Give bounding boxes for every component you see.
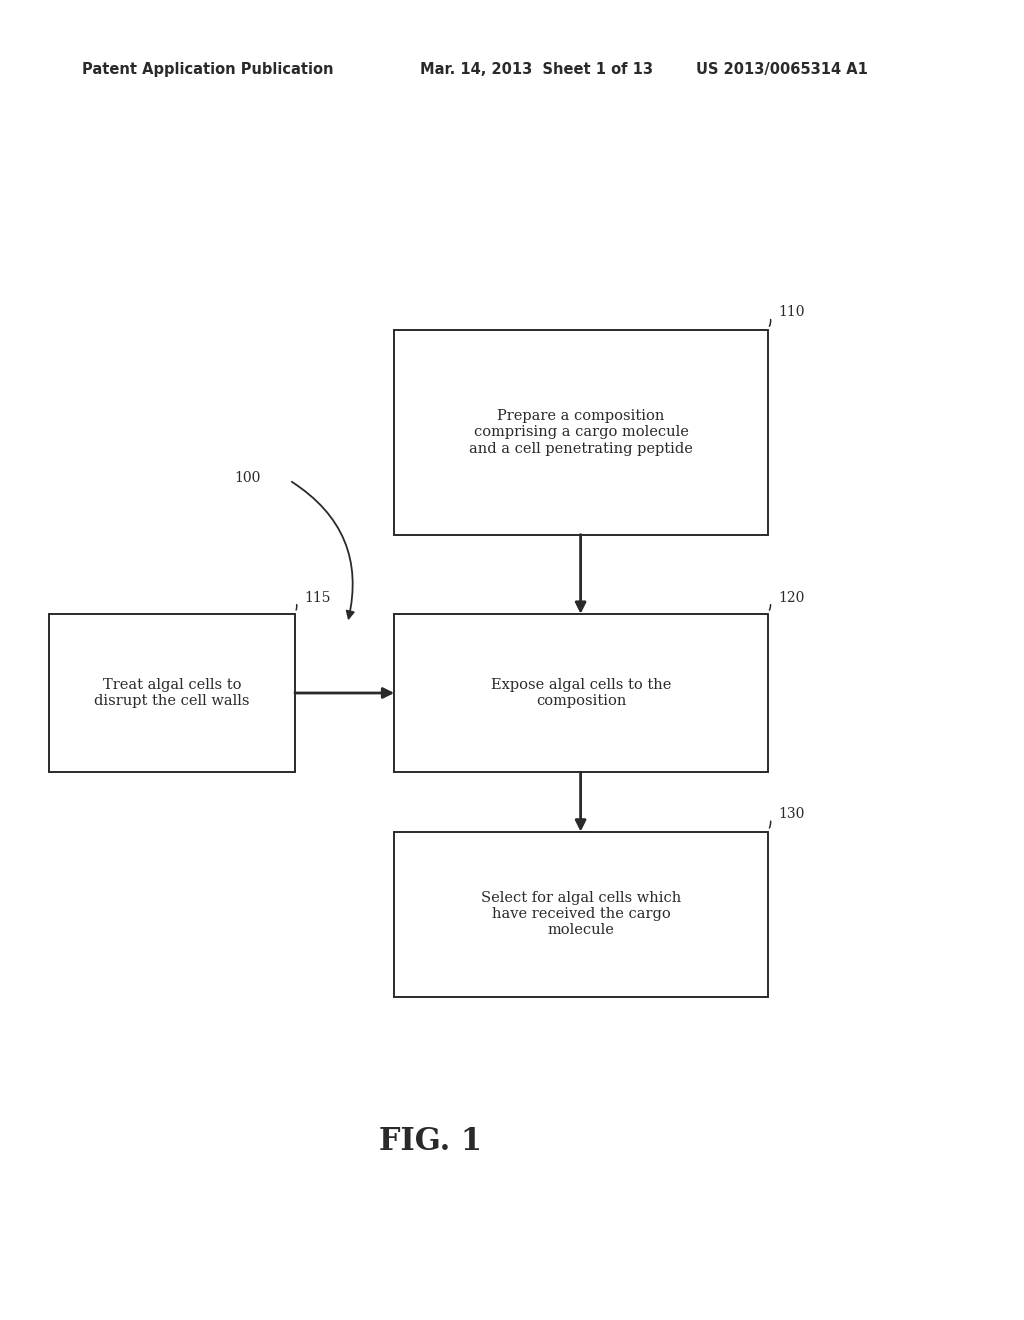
Bar xyxy=(394,614,768,772)
Bar xyxy=(49,614,295,772)
Text: 120: 120 xyxy=(778,590,805,605)
Bar xyxy=(394,330,768,535)
Text: US 2013/0065314 A1: US 2013/0065314 A1 xyxy=(696,62,868,77)
Text: Patent Application Publication: Patent Application Publication xyxy=(82,62,334,77)
Text: 115: 115 xyxy=(304,590,331,605)
Text: FIG. 1: FIG. 1 xyxy=(379,1126,481,1158)
Bar xyxy=(394,832,768,997)
Text: Prepare a composition
comprising a cargo molecule
and a cell penetrating peptide: Prepare a composition comprising a cargo… xyxy=(469,409,693,455)
Text: Treat algal cells to
disrupt the cell walls: Treat algal cells to disrupt the cell wa… xyxy=(94,678,250,708)
Text: Mar. 14, 2013  Sheet 1 of 13: Mar. 14, 2013 Sheet 1 of 13 xyxy=(420,62,653,77)
Text: Select for algal cells which
have received the cargo
molecule: Select for algal cells which have receiv… xyxy=(481,891,681,937)
Text: Expose algal cells to the
composition: Expose algal cells to the composition xyxy=(490,678,672,708)
Text: 100: 100 xyxy=(234,471,261,484)
Text: 130: 130 xyxy=(778,807,805,821)
Text: 110: 110 xyxy=(778,305,805,319)
